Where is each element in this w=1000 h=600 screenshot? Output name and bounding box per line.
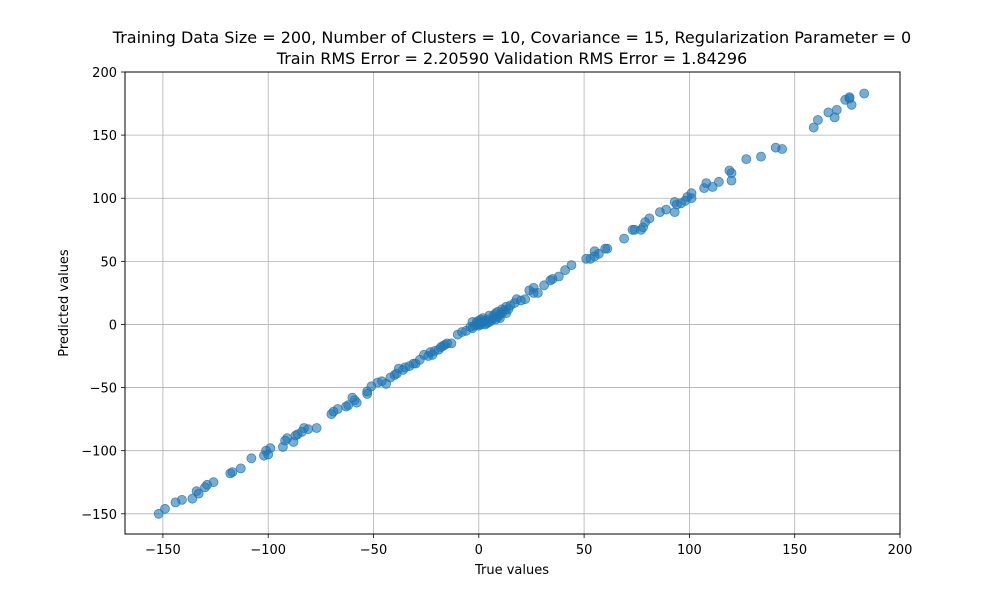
scatter-point — [351, 397, 362, 408]
y-axis-ticks: −150 −100 −50 0 50 100 150 200 — [81, 66, 125, 523]
scatter-point — [726, 175, 737, 186]
scatter-point — [777, 144, 787, 154]
x-axis-label: True values — [474, 563, 549, 578]
data-points — [153, 88, 870, 519]
y-tick-label: 150 — [92, 129, 117, 144]
scatter-point — [566, 260, 577, 271]
scatter-point — [235, 463, 246, 474]
x-tick-label: 50 — [576, 543, 593, 558]
x-tick-label: 0 — [475, 543, 483, 558]
x-axis-ticks: −150 −100 −50 0 50 100 150 200 — [145, 534, 912, 558]
scatter-point — [332, 404, 343, 414]
scatter-point — [553, 271, 564, 282]
chart-title-line1: Training Data Size = 200, Number of Clus… — [112, 28, 911, 47]
y-tick-label: 50 — [100, 255, 117, 270]
scatter-point — [813, 115, 823, 125]
scatter-point — [859, 88, 870, 99]
y-tick-label: 200 — [92, 66, 117, 81]
scatter-point — [644, 213, 655, 224]
y-tick-label: −100 — [81, 445, 117, 460]
scatter-point — [187, 493, 198, 504]
x-tick-label: 150 — [782, 543, 807, 558]
scatter-point — [176, 494, 187, 505]
scatter-point — [831, 105, 842, 115]
scatter-point — [484, 310, 495, 321]
scatter-point — [227, 467, 238, 478]
x-tick-label: −50 — [360, 543, 387, 558]
x-tick-label: −150 — [145, 543, 181, 558]
scatter-point — [263, 449, 274, 460]
scatter-point — [661, 204, 672, 215]
scatter-point — [532, 287, 543, 298]
scatter-point — [686, 188, 697, 199]
plot-area-frame — [124, 71, 901, 535]
scatter-point — [311, 423, 322, 433]
scatter-point — [808, 122, 819, 133]
scatter-point — [446, 338, 457, 349]
scatter-point — [193, 488, 204, 499]
grid-lines — [125, 71, 901, 534]
x-tick-label: 200 — [888, 543, 913, 558]
y-tick-label: −150 — [81, 508, 117, 523]
scatter-point — [208, 477, 219, 488]
scatter-point — [714, 176, 724, 187]
scatter-point — [593, 248, 604, 259]
scatter-point — [560, 265, 570, 276]
chart-title-line2: Train RMS Error = 2.20590 Validation RMS… — [276, 49, 747, 68]
scatter-point — [602, 243, 613, 254]
scatter-point — [520, 294, 530, 305]
y-tick-label: 100 — [92, 192, 117, 207]
scatter-point — [707, 181, 718, 192]
y-tick-label: 0 — [109, 318, 117, 333]
scatter-point — [246, 453, 257, 464]
x-tick-label: −100 — [250, 543, 286, 558]
scatter-point — [467, 316, 478, 327]
y-axis-label: Predicted values — [57, 249, 72, 357]
x-tick-label: 100 — [677, 543, 702, 558]
y-tick-label: −50 — [90, 382, 117, 397]
scatter-point — [303, 424, 314, 435]
scatter-point — [619, 233, 629, 244]
scatter-point — [756, 151, 766, 162]
scatter-point — [160, 503, 170, 514]
scatter-point — [844, 93, 855, 104]
scatter-point — [741, 154, 752, 165]
